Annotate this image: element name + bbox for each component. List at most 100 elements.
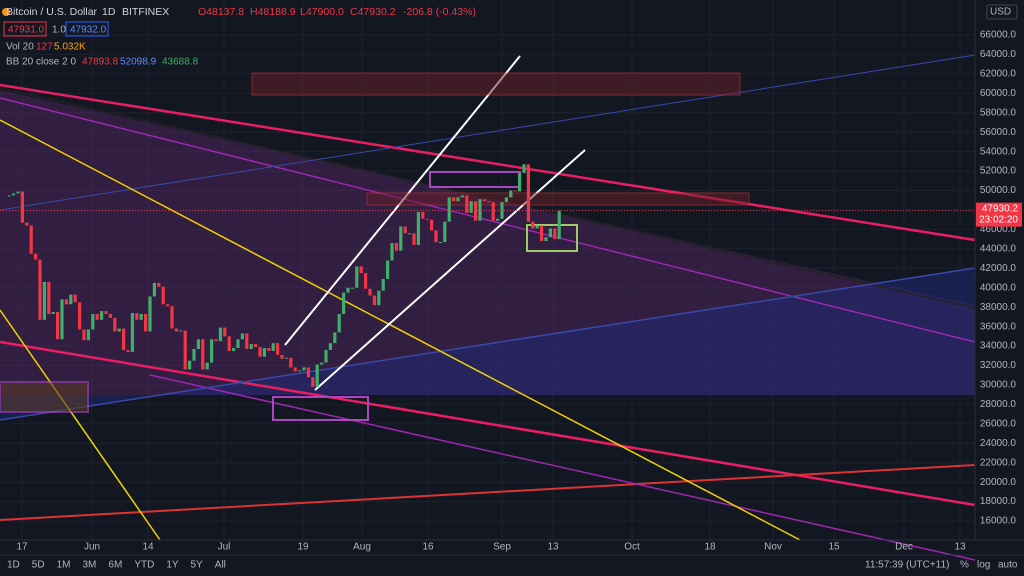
candle <box>271 343 275 351</box>
candle <box>491 202 495 221</box>
x-tick-label: Dec <box>895 542 913 553</box>
candle <box>364 273 368 289</box>
candle <box>267 348 271 351</box>
x-tick-label: 13 <box>547 542 559 553</box>
candle <box>223 327 227 337</box>
candle <box>337 313 341 333</box>
candle <box>166 304 170 307</box>
trendline <box>0 340 976 507</box>
last-price-tag <box>976 202 1022 227</box>
y-tick-label: 20000.0 <box>980 477 1017 488</box>
candle <box>403 226 407 234</box>
currency[interactable]: USD <box>990 7 1011 18</box>
trendline <box>0 119 801 541</box>
candle <box>78 302 82 330</box>
auto-toggle[interactable]: auto <box>998 560 1018 571</box>
price-axis <box>975 0 1024 540</box>
ask[interactable]: 47932.0 <box>70 25 107 36</box>
candle <box>258 347 262 357</box>
y-tick-label: 56000.0 <box>980 127 1017 138</box>
candles <box>7 164 561 387</box>
y-tick-label: 26000.0 <box>980 418 1017 429</box>
range-button[interactable]: 6M <box>108 560 122 571</box>
candle <box>205 362 209 370</box>
range-button[interactable]: YTD <box>134 560 154 571</box>
candle <box>29 225 33 254</box>
candle <box>210 339 214 363</box>
candle <box>465 195 469 213</box>
trendline <box>0 464 976 521</box>
candle <box>548 228 552 238</box>
percent-toggle[interactable]: % <box>960 560 969 571</box>
y-tick-label: 40000.0 <box>980 282 1017 293</box>
candle <box>122 328 126 350</box>
range-button[interactable]: 1D <box>7 560 20 571</box>
candle <box>447 197 451 222</box>
range-button[interactable]: All <box>215 560 226 571</box>
candle <box>108 313 112 318</box>
bid[interactable]: 47931.0 <box>8 25 45 36</box>
candle <box>306 367 310 378</box>
x-tick-label: 17 <box>16 542 28 553</box>
candle <box>421 211 425 219</box>
currency-button[interactable] <box>986 4 1018 20</box>
log-toggle[interactable]: log <box>977 560 990 571</box>
range-button[interactable]: 5D <box>32 560 45 571</box>
candle <box>148 296 152 332</box>
candle <box>95 313 99 320</box>
range-button[interactable]: 5Y <box>191 560 204 571</box>
range-button[interactable]: 3M <box>83 560 97 571</box>
trendline <box>0 267 976 421</box>
candle <box>293 367 297 372</box>
y-tick-label: 62000.0 <box>980 69 1017 80</box>
candle <box>346 287 350 293</box>
candle <box>152 282 156 297</box>
y-tick-label: 64000.0 <box>980 49 1017 60</box>
candle <box>38 259 42 320</box>
candle <box>394 243 398 251</box>
zone-box <box>526 224 578 252</box>
candle <box>368 288 372 296</box>
candle <box>311 377 315 387</box>
volume-average: 5.032K <box>54 42 86 53</box>
candle <box>113 317 117 332</box>
y-tick-label: 30000.0 <box>980 380 1017 391</box>
candle <box>438 242 442 244</box>
ask-box[interactable] <box>65 21 109 37</box>
zone-box <box>0 381 89 413</box>
high: H48188.9 <box>250 6 296 18</box>
candle <box>249 344 253 349</box>
candle <box>245 333 249 349</box>
candle <box>144 313 148 332</box>
trendline <box>314 149 586 391</box>
candle <box>482 199 486 202</box>
y-tick-label: 24000.0 <box>980 438 1017 449</box>
candle <box>16 191 20 194</box>
candle <box>192 348 196 361</box>
x-tick-label: 14 <box>142 542 154 553</box>
range-button[interactable]: 1M <box>57 560 71 571</box>
y-tick-label: 50000.0 <box>980 185 1017 196</box>
toolbar: 11:57:39 (UTC+11) % log auto 1D 5D 1M 3M 6M Y… <box>7 560 1018 571</box>
candle <box>69 294 73 305</box>
candle <box>342 292 346 314</box>
candle <box>240 333 244 340</box>
y-tick-label: 60000.0 <box>980 88 1017 99</box>
candle <box>350 287 354 289</box>
countdown: 23:02:20 <box>979 214 1018 225</box>
candle <box>324 349 328 363</box>
candle <box>540 225 544 242</box>
candle <box>328 343 332 350</box>
bid-box[interactable] <box>3 21 47 37</box>
interval: 1D <box>102 6 116 18</box>
candle <box>201 339 205 370</box>
candle <box>139 313 143 320</box>
x-tick-label: Nov <box>764 542 782 553</box>
candle <box>135 313 139 320</box>
y-tick-label: 66000.0 <box>980 30 1017 41</box>
range-button[interactable]: 1Y <box>166 560 179 571</box>
candle <box>372 295 376 306</box>
candle <box>381 278 385 291</box>
candle <box>236 339 240 349</box>
zone-box <box>251 72 741 96</box>
